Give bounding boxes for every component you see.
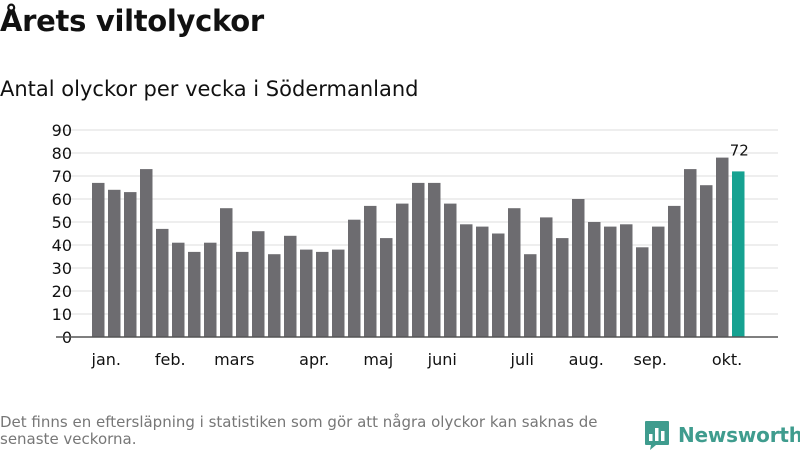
bar[interactable] xyxy=(284,235,297,337)
bar[interactable] xyxy=(364,205,377,337)
x-tick-label: maj xyxy=(363,350,393,369)
bar[interactable] xyxy=(492,233,505,338)
bar[interactable] xyxy=(684,169,697,337)
bar[interactable] xyxy=(380,238,393,337)
bar[interactable] xyxy=(604,226,617,337)
bar[interactable] xyxy=(268,254,281,337)
bar[interactable] xyxy=(652,226,665,337)
bar[interactable] xyxy=(668,205,681,337)
x-tick-label: juli xyxy=(510,350,534,369)
chart-title: Årets viltolyckor xyxy=(0,4,264,38)
y-tick-label: 90 xyxy=(52,121,72,140)
y-tick-label: 30 xyxy=(52,259,72,278)
x-tick-label: jan. xyxy=(91,350,121,369)
brand-logo[interactable]: Newsworthy xyxy=(644,420,800,450)
bar[interactable] xyxy=(572,199,585,337)
chart-subtitle: Antal olyckor per vecka i Södermanland xyxy=(0,77,419,101)
footnote: Det finns en eftersläpning i statistiken… xyxy=(0,413,598,448)
bar[interactable] xyxy=(620,224,633,337)
y-tick-label: 60 xyxy=(52,190,72,209)
bar[interactable] xyxy=(140,169,153,337)
x-tick-label: feb. xyxy=(155,350,186,369)
y-tick-label: 20 xyxy=(52,282,72,301)
bar[interactable] xyxy=(316,251,329,337)
x-tick-label: juni xyxy=(427,350,457,369)
newsworthy-logo-icon xyxy=(645,421,669,450)
bar[interactable] xyxy=(428,182,441,337)
bar[interactable] xyxy=(396,203,409,337)
bar[interactable] xyxy=(236,251,249,337)
bar[interactable] xyxy=(348,219,361,337)
bar[interactable] xyxy=(700,185,713,337)
y-tick-label: 50 xyxy=(52,213,72,232)
bar[interactable] xyxy=(476,226,489,337)
bar[interactable] xyxy=(588,222,601,337)
bar[interactable] xyxy=(220,208,233,337)
bar[interactable] xyxy=(124,192,137,337)
bar[interactable] xyxy=(300,249,313,337)
y-tick-label: 40 xyxy=(52,236,72,255)
bar-value-label: 72 xyxy=(730,141,749,159)
x-tick-label: okt. xyxy=(712,350,742,369)
bar[interactable] xyxy=(460,224,473,337)
bar[interactable] xyxy=(412,182,425,337)
bar[interactable] xyxy=(332,249,345,337)
x-tick-label: mars xyxy=(214,350,254,369)
y-tick-label: 70 xyxy=(52,167,72,186)
bar[interactable] xyxy=(556,238,569,337)
x-tick-label: aug. xyxy=(569,350,604,369)
y-tick-label: 10 xyxy=(52,305,72,324)
y-tick-label: 80 xyxy=(52,144,72,163)
bar[interactable] xyxy=(204,242,217,337)
bar[interactable] xyxy=(172,242,185,337)
bar[interactable] xyxy=(524,254,537,337)
bar[interactable] xyxy=(636,247,649,337)
bar[interactable] xyxy=(540,217,553,337)
bar[interactable] xyxy=(108,189,121,337)
brand-name: Newsworthy xyxy=(678,423,800,447)
bar[interactable] xyxy=(444,203,457,337)
bar[interactable] xyxy=(156,228,169,337)
bar[interactable] xyxy=(508,208,521,337)
x-tick-label: sep. xyxy=(634,350,667,369)
bar[interactable] xyxy=(716,157,729,337)
x-tick-label: apr. xyxy=(299,350,329,369)
bar[interactable] xyxy=(188,251,201,337)
bar[interactable] xyxy=(92,182,105,337)
bar[interactable] xyxy=(252,231,265,337)
bar-highlight[interactable] xyxy=(732,171,745,337)
